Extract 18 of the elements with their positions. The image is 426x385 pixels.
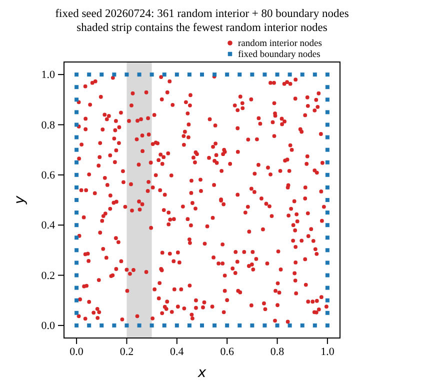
x-tick-label: 0.8 (270, 346, 285, 358)
y-tick-label: 0.0 (41, 320, 56, 332)
x-axis-title: x (196, 365, 207, 381)
chart-subtitle: shaded strip contains the fewest random interior nodes (76, 22, 328, 34)
y-axis-title: y (12, 195, 28, 206)
y-tick-label: 0.6 (41, 169, 56, 182)
legend-label: random interior nodes (238, 39, 322, 49)
x-tick-label: 0.6 (220, 346, 234, 358)
x-tick-label: 0.0 (70, 346, 84, 358)
x-tick-label: 0.4 (170, 346, 184, 358)
chart-title: fixed seed 20260724: 361 random interior + 80 boundary nodes (55, 8, 350, 20)
y-tick-label: 0.2 (41, 270, 55, 282)
y-tick-label: 0.4 (41, 220, 56, 232)
x-tick-label: 1.0 (320, 346, 335, 358)
y-tick-label: 1.0 (41, 69, 56, 82)
legend-label: fixed boundary nodes (238, 50, 321, 60)
y-tick-label: 0.8 (41, 119, 56, 132)
x-tick-label: 0.2 (120, 346, 134, 358)
